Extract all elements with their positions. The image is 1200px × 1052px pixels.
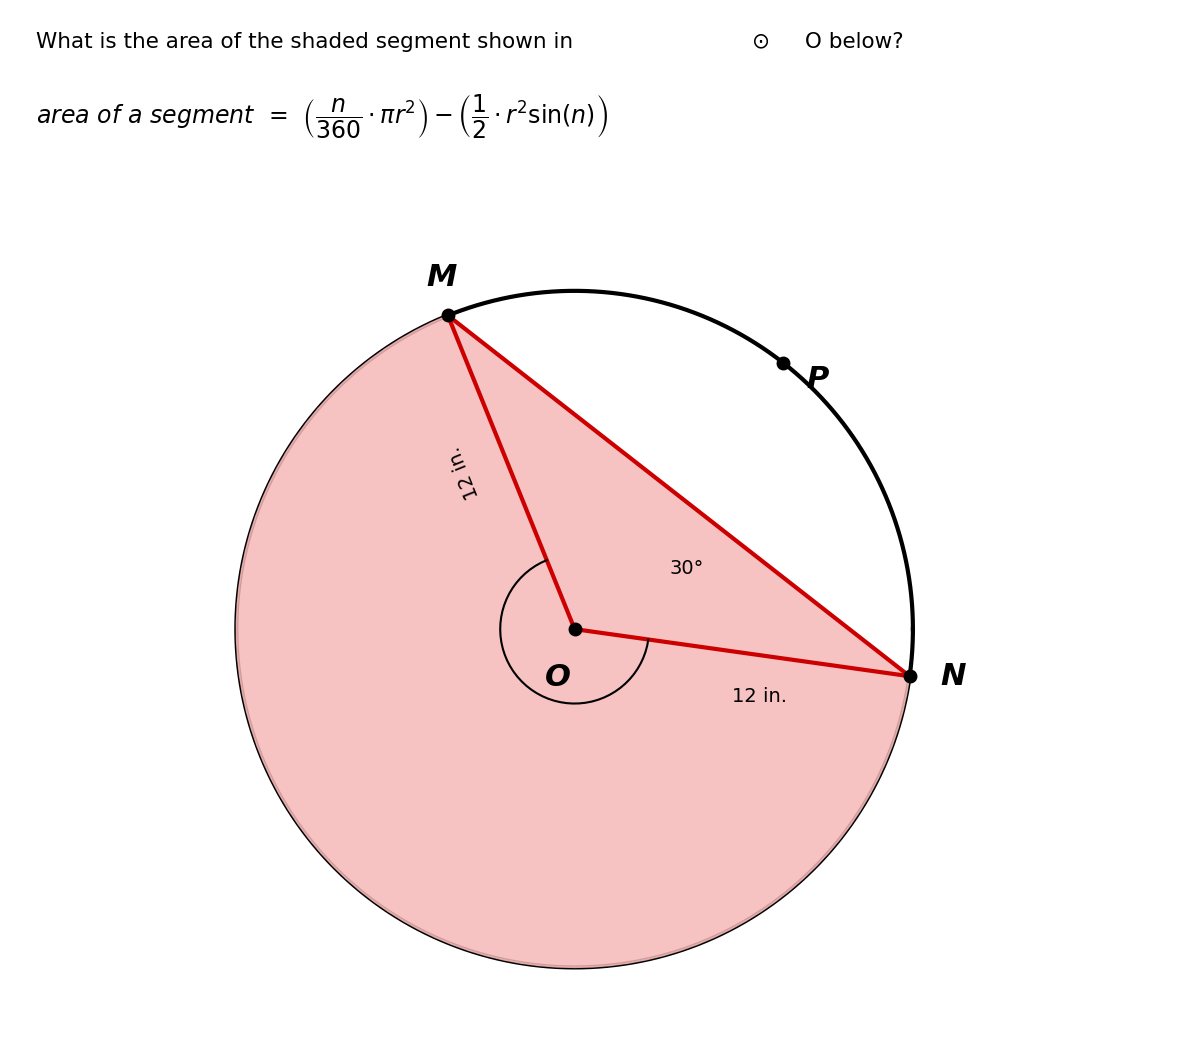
Text: O: O <box>545 663 571 692</box>
Text: 12 in.: 12 in. <box>445 443 484 502</box>
Text: ⊙: ⊙ <box>752 32 770 52</box>
Text: O below?: O below? <box>798 32 904 52</box>
Text: M: M <box>426 263 456 291</box>
Text: 30°: 30° <box>670 559 703 578</box>
Text: What is the area of the shaded segment shown in: What is the area of the shaded segment s… <box>36 32 580 52</box>
Text: 12 in.: 12 in. <box>732 687 786 706</box>
Text: $\mathit{area\ of\ a\ segment}$  =  $\left(\dfrac{n}{360} \cdot \pi r^2\right) -: $\mathit{area\ of\ a\ segment}$ = $\left… <box>36 92 608 140</box>
Text: N: N <box>940 662 966 691</box>
Polygon shape <box>236 316 910 968</box>
Text: P: P <box>806 365 829 394</box>
